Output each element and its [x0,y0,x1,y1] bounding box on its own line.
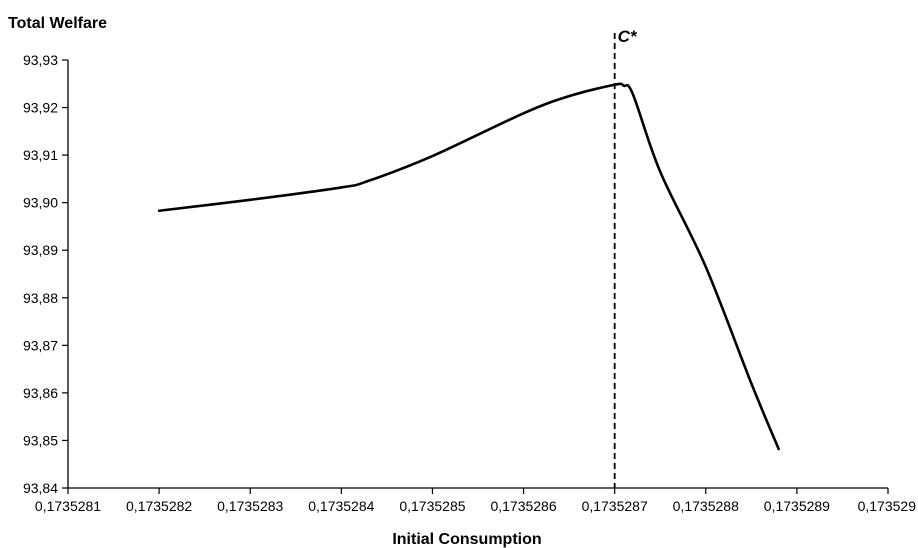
x-tick-label: 0,1735288 [673,498,739,514]
x-tick-label: 0,1735289 [764,498,830,514]
y-axis-title: Total Welfare [8,15,107,32]
x-tick-label: 0,1735283 [217,498,283,514]
x-tick-label: 0,1735286 [490,498,556,514]
y-tick-label: 93,92 [23,100,58,116]
welfare-line [157,82,780,451]
x-ticks: 0,1735281 0,1735282 0,1735283 0,1735284 0,17… [35,488,916,514]
y-tick-label: 93,91 [23,147,58,163]
c-star-label: C* [618,27,638,46]
y-tick-label: 93,89 [23,242,58,258]
x-tick-label: 0,1735282 [126,498,192,514]
x-axis-title: Initial Consumption [392,531,541,548]
y-tick-label: 93,90 [23,195,58,211]
x-tick-label: 0,1735287 [582,498,648,514]
y-tick-label: 93,93 [23,52,58,68]
y-tick-label: 93,86 [23,385,58,401]
y-tick-label: 93,84 [23,480,58,496]
x-tick-label: 0,173529 [858,498,917,514]
y-tick-label: 93,85 [23,432,58,448]
y-tick-label: 93,88 [23,290,58,306]
y-ticks: 93,84 93,85 93,86 93,87 93,88 93,89 93,90 93,91… [23,52,68,496]
x-tick-label: 0,1735285 [399,498,465,514]
x-tick-label: 0,1735281 [35,498,101,514]
y-tick-label: 93,87 [23,337,58,353]
x-tick-label: 0,1735284 [308,498,374,514]
